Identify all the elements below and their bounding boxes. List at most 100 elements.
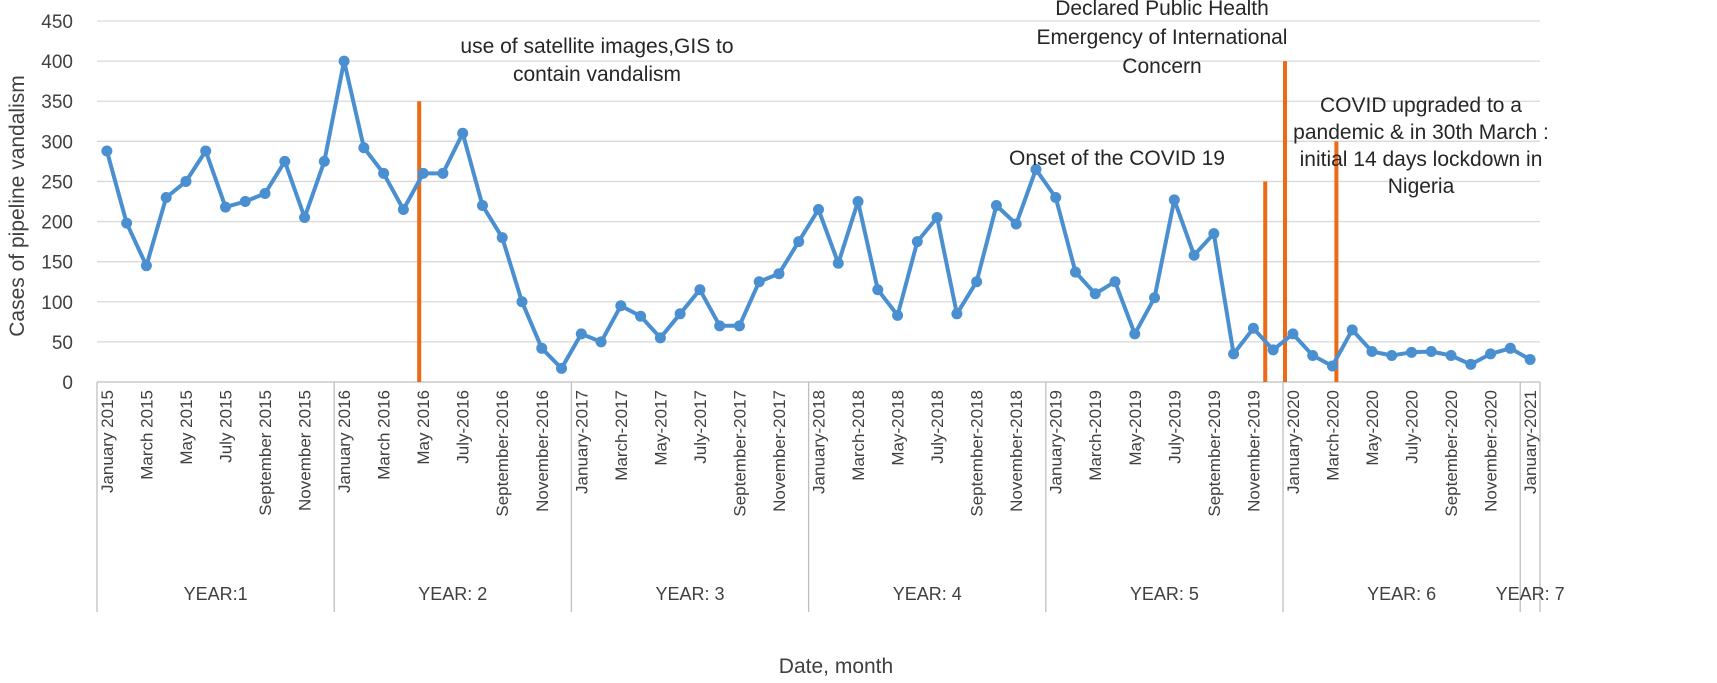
y-tick-label: 350 — [41, 92, 73, 113]
x-tick-label: November-2019 — [1244, 390, 1263, 512]
data-point — [773, 268, 785, 280]
data-point — [1346, 324, 1358, 336]
data-point — [160, 191, 172, 203]
data-point — [674, 308, 686, 320]
data-point — [813, 204, 824, 216]
data-point — [121, 217, 133, 229]
x-tick-label: March 2015 — [137, 390, 156, 480]
data-point — [417, 167, 429, 179]
gridlines — [97, 20, 1540, 343]
data-point — [793, 236, 805, 248]
data-point — [101, 145, 113, 157]
x-tick-label: July-2017 — [691, 390, 710, 464]
data-point — [318, 155, 330, 167]
data-point — [140, 260, 152, 272]
x-axis-label: Date, month — [779, 655, 893, 678]
data-point — [556, 362, 568, 374]
data-point — [338, 55, 350, 67]
data-point — [595, 336, 607, 348]
data-point — [1069, 266, 1081, 278]
annotation-line: Declared Public Health — [1055, 0, 1269, 20]
data-point — [239, 196, 251, 207]
x-tick-label: January-2019 — [1047, 390, 1066, 494]
data-point — [951, 308, 963, 320]
data-point — [259, 187, 271, 199]
x-tick-label: March 2016 — [375, 390, 394, 480]
x-tick-label: May 2016 — [414, 390, 433, 465]
data-point — [753, 276, 765, 288]
y-tick-label: 400 — [41, 52, 73, 73]
y-tick-label: 50 — [52, 333, 73, 354]
data-point — [1149, 292, 1161, 304]
event-annotation: COVID upgraded to a pandemic & in 30th Ma… — [1293, 94, 1549, 198]
x-tick-label: May-2020 — [1363, 390, 1382, 466]
x-tick-label: May-2017 — [651, 390, 670, 466]
data-point — [180, 175, 192, 187]
data-point — [575, 328, 587, 340]
x-tick-label: January 2015 — [98, 390, 117, 493]
x-tick-label: November-2020 — [1482, 390, 1501, 512]
y-tick-label: 300 — [41, 132, 73, 153]
data-point — [1504, 342, 1516, 354]
data-point — [1485, 348, 1497, 360]
data-point — [635, 310, 647, 322]
y-tick-label: 0 — [62, 373, 73, 394]
data-point — [299, 212, 311, 224]
data-point — [931, 212, 943, 224]
annotation-line: initial 14 days lockdown in — [1300, 148, 1543, 171]
x-tick-label: January-2017 — [572, 390, 591, 494]
annotation-line: COVID upgraded to a — [1320, 94, 1522, 117]
annotation-line: Nigeria — [1388, 175, 1455, 198]
data-point — [832, 257, 844, 269]
data-point — [1425, 346, 1437, 358]
data-point — [1307, 350, 1319, 362]
x-tick-label: November-2017 — [770, 390, 789, 512]
x-tick-label: November-2016 — [533, 390, 552, 512]
data-point — [1030, 163, 1042, 175]
year-label: YEAR:1 — [184, 584, 248, 604]
annotation-line: Onset of the COVID 19 — [1009, 147, 1225, 170]
data-point — [892, 309, 904, 321]
data-point — [1386, 350, 1398, 362]
year-label: YEAR: 4 — [893, 584, 962, 604]
data-point — [457, 127, 469, 139]
x-tick-label: January 2016 — [335, 390, 354, 493]
data-point — [714, 320, 726, 332]
x-tick-label: January-2018 — [810, 390, 829, 494]
y-tick-label: 150 — [41, 253, 73, 274]
data-point — [1524, 354, 1536, 366]
x-tick-label: November 2015 — [296, 390, 315, 511]
data-point — [971, 276, 983, 288]
data-point — [200, 145, 212, 157]
data-point — [1267, 344, 1279, 356]
y-tick-label: 250 — [41, 172, 73, 193]
y-tick-label: 200 — [41, 213, 73, 234]
x-tick-label: May-2018 — [889, 390, 908, 466]
data-point — [1228, 348, 1240, 360]
data-point — [1129, 328, 1141, 340]
x-tick-label: January-2021 — [1521, 390, 1540, 494]
x-tick-label: July 2015 — [216, 390, 235, 463]
data-point — [1247, 322, 1259, 334]
data-point — [1089, 288, 1101, 300]
data-point — [654, 332, 666, 344]
data-point — [615, 300, 627, 312]
x-tick-label: March-2017 — [612, 390, 631, 481]
series-cases — [101, 55, 1536, 374]
x-tick-label: July-2020 — [1403, 390, 1422, 464]
annotation-line: Emergency of International — [1037, 26, 1288, 49]
data-point — [852, 196, 864, 207]
event-lines — [417, 61, 1339, 382]
x-tick-label: May 2015 — [177, 390, 196, 465]
data-point — [358, 142, 370, 154]
x-tick-label: September-2020 — [1442, 390, 1461, 517]
data-point — [733, 320, 745, 332]
data-point — [1287, 328, 1299, 340]
data-point — [1168, 194, 1180, 206]
x-tick-label: November-2018 — [1007, 390, 1026, 512]
year-label: YEAR: 2 — [418, 584, 487, 604]
data-point — [1366, 346, 1378, 358]
x-tick-label: May-2019 — [1126, 390, 1145, 466]
data-point — [1050, 191, 1062, 203]
year-label: YEAR: 5 — [1130, 584, 1199, 604]
